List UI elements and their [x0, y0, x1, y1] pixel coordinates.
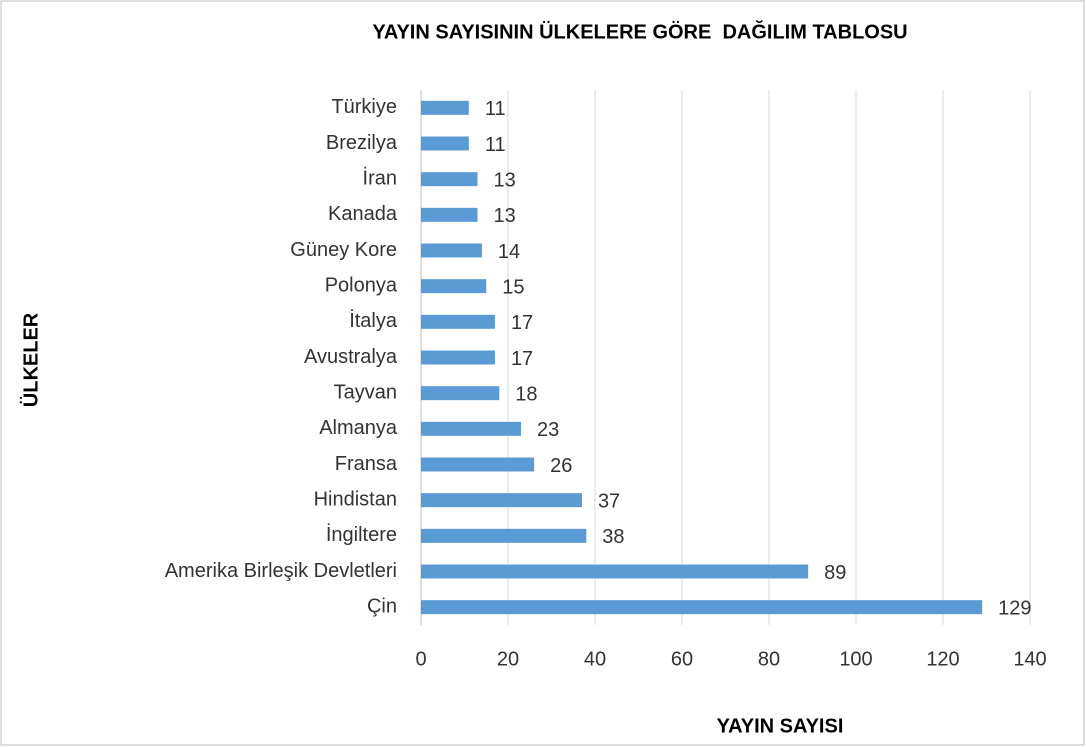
x-tick-label: 100: [839, 648, 872, 670]
y-tick-label: İngiltere: [326, 523, 397, 546]
data-label: 26: [550, 455, 572, 477]
y-tick-label: Güney Kore: [290, 239, 397, 261]
y-axis-title: ÜLKELER: [19, 312, 42, 407]
y-tick-label: Hindistan: [314, 488, 397, 510]
bar: [421, 528, 587, 543]
bar: [421, 600, 983, 615]
x-tick-label: 80: [758, 648, 780, 670]
bar: [421, 457, 535, 472]
y-tick-label: Kanada: [328, 203, 398, 225]
y-tick-label: Amerika Birleşik Devletleri: [165, 560, 397, 582]
x-tick-label: 140: [1013, 648, 1046, 670]
y-tick-label: Çin: [367, 595, 397, 617]
data-label: 14: [498, 241, 520, 263]
bar: [421, 564, 809, 579]
y-tick-label: Fransa: [335, 453, 398, 475]
bar: [421, 350, 495, 365]
x-tick-label: 20: [497, 648, 519, 670]
data-label: 17: [511, 348, 533, 370]
data-label: 129: [998, 597, 1031, 619]
x-tick-label: 40: [584, 648, 606, 670]
data-label: 13: [494, 169, 516, 191]
y-tick-label: Avustralya: [304, 346, 398, 368]
chart-title: YAYIN SAYISININ ÜLKELERE GÖRE DAĞILIM TA…: [372, 19, 907, 43]
data-label: 13: [494, 205, 516, 227]
y-tick-label: İran: [363, 166, 397, 189]
y-tick-label: Almanya: [319, 417, 398, 439]
y-tick-label: Polonya: [325, 274, 398, 296]
x-axis-title: YAYIN SAYISI: [717, 715, 844, 737]
bar: [421, 493, 582, 508]
bar: [421, 136, 469, 151]
y-tick-label: Brezilya: [326, 132, 398, 154]
y-tick-label: İtalya: [349, 309, 398, 332]
data-label: 37: [598, 490, 620, 512]
bar: [421, 279, 487, 294]
data-label: 18: [515, 383, 537, 405]
data-label: 89: [824, 562, 846, 584]
data-label: 11: [485, 134, 506, 156]
x-tick-label: 0: [415, 648, 426, 670]
y-tick-label: Tayvan: [334, 381, 397, 403]
data-label: 23: [537, 419, 559, 441]
data-label: 17: [511, 312, 533, 334]
bar: [421, 314, 495, 329]
bar: [421, 386, 500, 401]
data-label: 11: [485, 98, 506, 120]
bar: [421, 243, 482, 258]
bar: [421, 172, 478, 187]
bar: [421, 207, 478, 222]
y-tick-label: Türkiye: [331, 96, 397, 118]
data-label: 15: [502, 276, 524, 298]
data-label: 38: [602, 526, 624, 548]
bar: [421, 100, 469, 115]
x-tick-label: 60: [671, 648, 693, 670]
x-tick-label: 120: [926, 648, 959, 670]
bar: [421, 421, 522, 436]
